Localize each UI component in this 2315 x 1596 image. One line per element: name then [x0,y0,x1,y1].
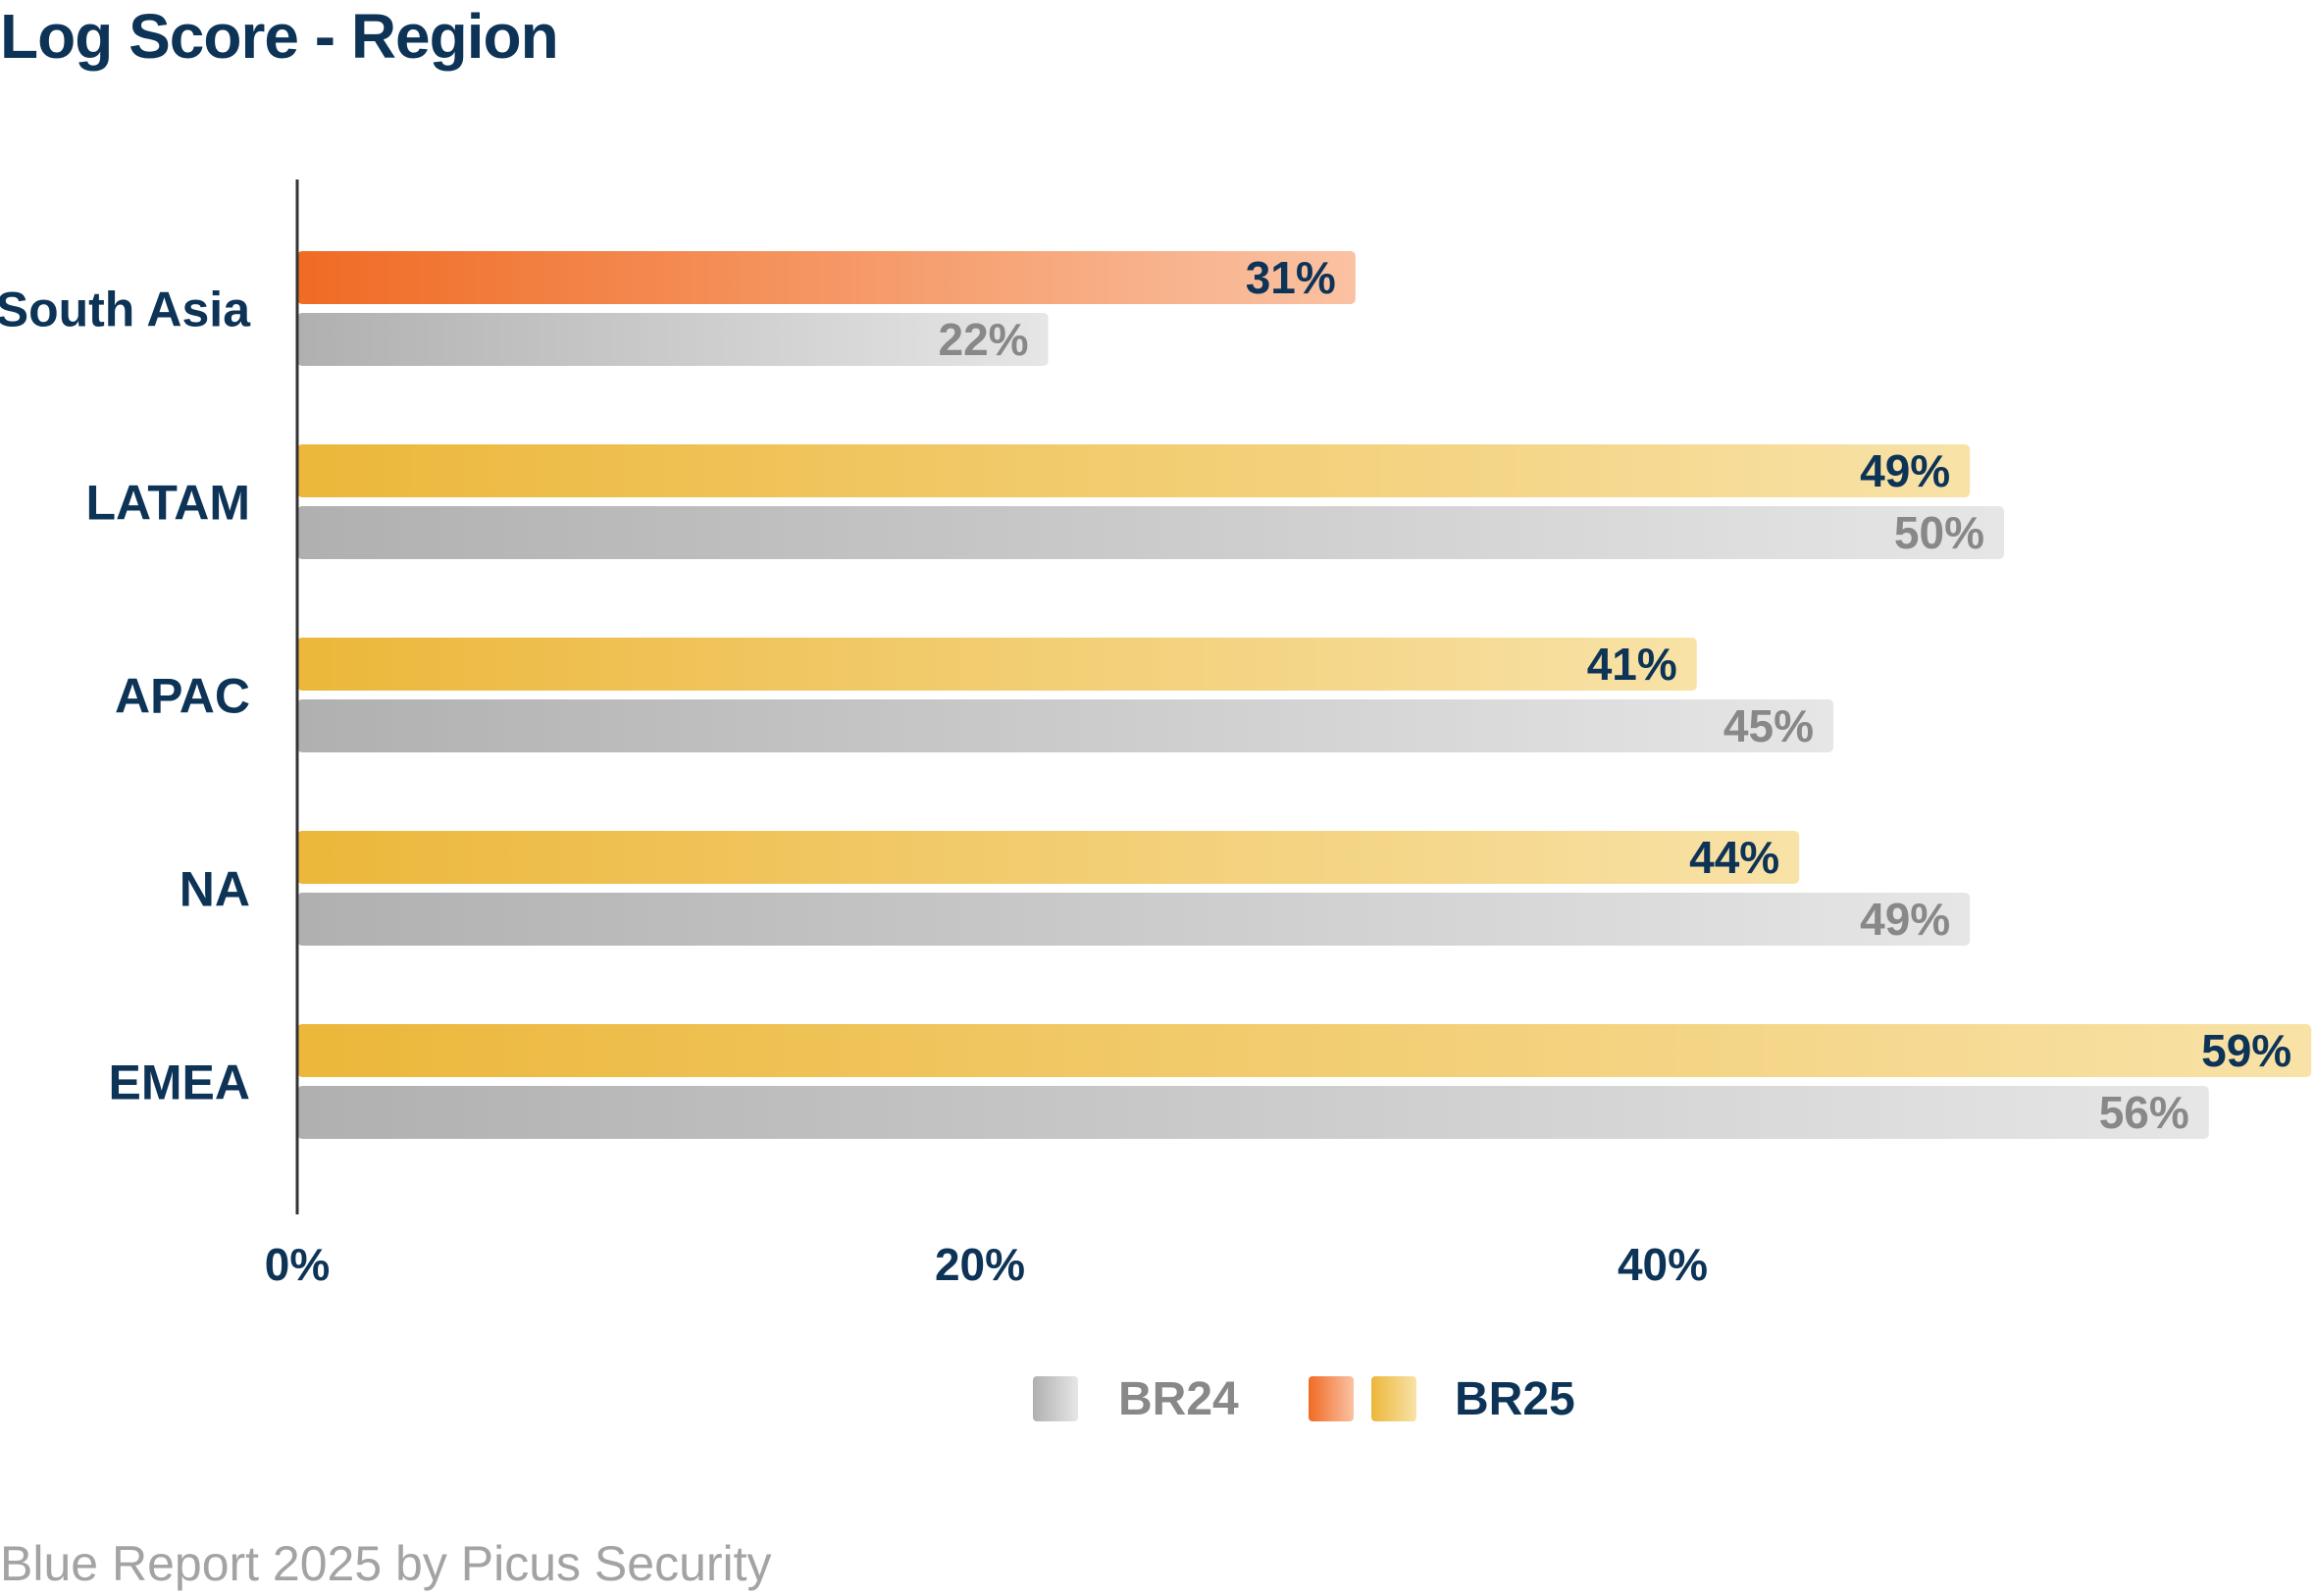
category-label-latam: LATAM [85,476,250,531]
category-label-apac: APAC [115,669,250,724]
legend-swatch-br25-1 [1371,1376,1416,1421]
x-tick-label-40: 40% [1618,1239,1708,1290]
axis-layer: 0% 20% 40% [265,180,1708,1290]
footer-credit: Blue Report 2025 by Picus Security [0,1536,772,1591]
bar-br25-south-asia [297,251,1356,304]
legend-label-br25: BR25 [1455,1373,1575,1425]
value-label-br25-south-asia: 31% [1246,252,1336,303]
category-label-na: NA [180,862,250,917]
value-label-br25-emea: 59% [2201,1025,2291,1076]
bar-br25-na [297,831,1800,884]
legend-label-br24: BR24 [1118,1373,1239,1425]
bar-br24-na [297,893,1971,946]
value-label-br24-latam: 50% [1894,507,1984,558]
chart-title: Log Score - Region [0,1,559,72]
value-label-br25-apac: 41% [1587,639,1677,690]
x-tick-label-0: 0% [265,1239,330,1290]
bar-br24-emea [297,1086,2209,1139]
bar-br25-apac [297,638,1697,691]
legend-swatch-br25-0 [1309,1376,1354,1421]
x-tick-label-20: 20% [935,1239,1025,1290]
category-label-emea: EMEA [109,1055,250,1110]
value-label-br24-apac: 45% [1723,700,1814,751]
labels-layer: 31% 22% South Asia 49% 50% LATAM 41% 45% APAC 44%… [0,252,2291,1138]
value-label-br25-na: 44% [1689,832,1779,883]
bar-br25-emea [297,1024,2312,1077]
value-label-br24-na: 49% [1860,894,1950,945]
value-label-br25-latam: 49% [1860,445,1950,496]
bar-br24-latam [297,506,2004,559]
legend-swatch-br24-0 [1033,1376,1078,1421]
bar-br25-latam [297,444,1971,497]
bars-layer [297,251,2312,1139]
bar-br24-apac [297,699,1833,752]
value-label-br24-emea: 56% [2099,1087,2189,1138]
bar-br24-south-asia [297,313,1049,366]
category-label-south-asia: South Asia [0,283,251,337]
legend-layer: BR24 BR25 [1033,1373,1575,1425]
value-label-br24-south-asia: 22% [939,314,1029,365]
